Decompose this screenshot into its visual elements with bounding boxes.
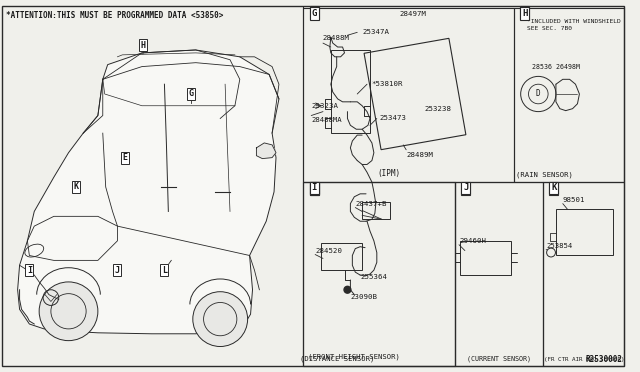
Text: I: I <box>312 183 317 192</box>
Text: 28489M: 28489M <box>406 152 433 158</box>
Text: G: G <box>312 8 317 17</box>
Text: (IPM): (IPM) <box>377 169 400 178</box>
Text: (CURRENT SENSOR): (CURRENT SENSOR) <box>467 356 531 362</box>
Bar <box>303 182 455 366</box>
Text: 255364: 255364 <box>360 274 387 280</box>
Circle shape <box>547 248 556 257</box>
Text: *53810R: *53810R <box>372 81 403 87</box>
Text: L: L <box>312 183 317 192</box>
Text: L: L <box>312 185 317 193</box>
Text: J: J <box>115 266 120 275</box>
Bar <box>303 182 455 366</box>
Text: 28536 26498M: 28536 26498M <box>532 64 580 70</box>
Text: D: D <box>536 90 541 99</box>
Circle shape <box>39 282 98 341</box>
Bar <box>303 8 514 182</box>
Text: G: G <box>188 90 193 99</box>
Text: 28437+B: 28437+B <box>355 201 387 206</box>
Text: H: H <box>522 9 527 18</box>
Bar <box>556 209 612 256</box>
Polygon shape <box>18 50 279 334</box>
Text: (FR CTR AIR BAG SENSOR): (FR CTR AIR BAG SENSOR) <box>544 357 625 362</box>
Text: H: H <box>140 41 145 49</box>
Text: (DISTANCE SENSOR): (DISTANCE SENSOR) <box>300 356 375 362</box>
Text: 25323A: 25323A <box>311 103 338 109</box>
Text: *INCLUDED WITH WINDSHIELD: *INCLUDED WITH WINDSHIELD <box>527 19 620 24</box>
Text: J: J <box>463 185 468 193</box>
Text: K: K <box>551 183 557 192</box>
Circle shape <box>193 292 248 346</box>
Circle shape <box>344 286 351 293</box>
Text: 28497M: 28497M <box>399 11 426 17</box>
Circle shape <box>521 76 556 112</box>
Text: H: H <box>522 8 527 17</box>
Text: K: K <box>551 185 557 193</box>
Text: 28488MA: 28488MA <box>311 118 342 124</box>
Text: (RAIN SENSOR): (RAIN SENSOR) <box>516 171 573 178</box>
Text: SEE SEC. 7B0: SEE SEC. 7B0 <box>527 26 572 31</box>
Text: 253473: 253473 <box>380 115 407 122</box>
Text: L: L <box>162 266 167 275</box>
Text: 23090B: 23090B <box>350 294 378 299</box>
Bar <box>362 202 390 219</box>
Bar <box>543 182 625 366</box>
Text: E: E <box>123 153 128 162</box>
Text: I: I <box>312 185 317 193</box>
Polygon shape <box>257 143 276 158</box>
Text: 253238: 253238 <box>425 106 452 112</box>
Bar <box>514 8 625 182</box>
Text: 25347A: 25347A <box>362 29 389 35</box>
Bar <box>321 243 362 270</box>
Text: 284520: 284520 <box>315 248 342 254</box>
Text: J: J <box>463 183 468 192</box>
Text: K: K <box>74 183 79 192</box>
Text: *ATTENTION:THIS MUST BE PROGRAMMED DATA <53850>: *ATTENTION:THIS MUST BE PROGRAMMED DATA … <box>6 11 223 20</box>
Text: (FRONT HEIGHT SENSOR): (FRONT HEIGHT SENSOR) <box>308 354 400 360</box>
Text: G: G <box>312 9 317 18</box>
Text: 98501: 98501 <box>563 197 585 203</box>
Bar <box>331 50 370 133</box>
Text: R2530002: R2530002 <box>586 355 623 364</box>
Bar <box>455 182 543 366</box>
Bar <box>364 38 466 150</box>
Text: 29460H: 29460H <box>459 238 486 244</box>
Text: I: I <box>27 266 32 275</box>
Text: 253854: 253854 <box>546 243 572 249</box>
Bar <box>460 241 511 275</box>
Text: 28488M: 28488M <box>323 35 350 41</box>
